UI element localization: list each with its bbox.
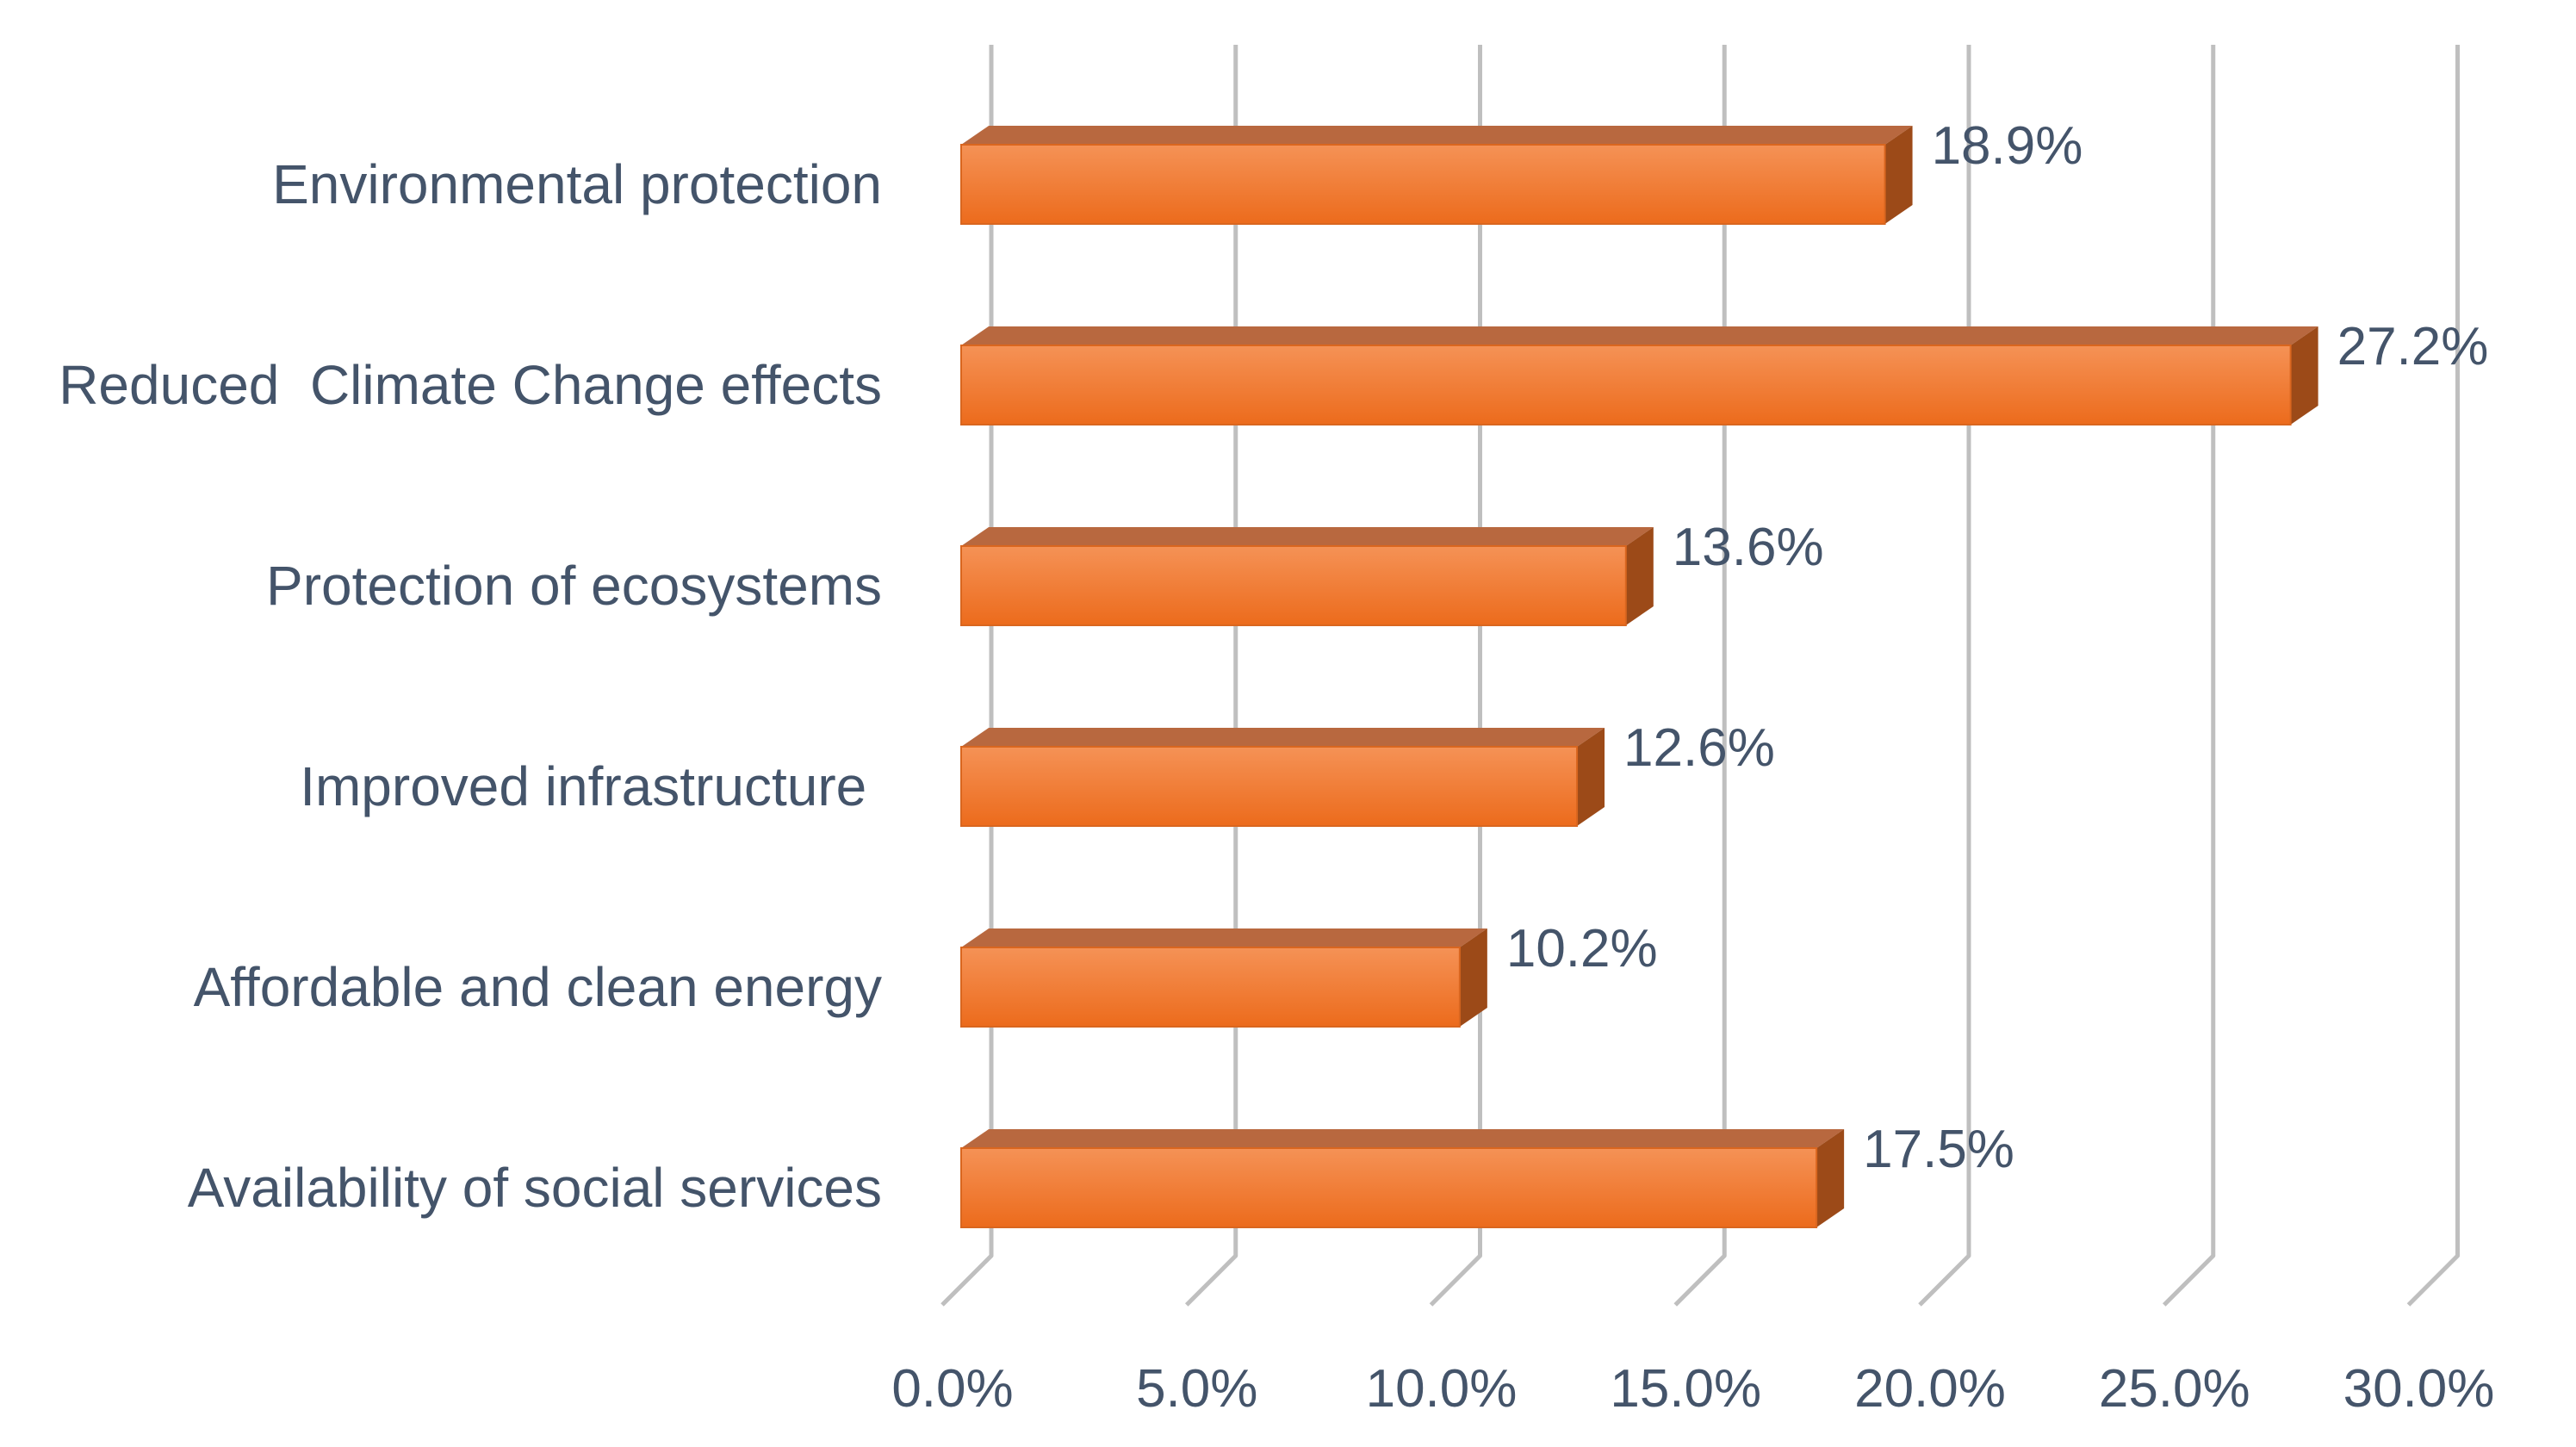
bar [960,728,1605,827]
category-label: Affordable and clean energy [194,956,882,1018]
bar [960,527,1654,626]
x-tick-label: 0.0% [891,1359,1013,1419]
bar-front-face [960,947,1461,1028]
bar [960,928,1487,1028]
x-tick-label: 5.0% [1136,1359,1257,1419]
bar-top-face [961,728,1605,747]
bar-side-face [1625,527,1654,625]
value-label: 13.6% [1673,518,1824,577]
category-label: Protection of ecosystems [266,555,882,617]
gridline [1429,45,1482,1307]
bar [960,326,2318,425]
gridline [940,45,994,1307]
category-label: Improved infrastructure [300,755,882,817]
bar-front-face [960,144,1886,225]
x-tick-label: 15.0% [1610,1359,1761,1419]
value-label: 27.2% [2337,317,2489,376]
x-tick-label: 20.0% [1854,1359,2006,1419]
bar-side-face [1884,126,1913,224]
category-label: Availability of social services [188,1157,882,1219]
gridline [1673,45,1727,1307]
bar [960,126,1913,225]
category-label: Reduced Climate Change effects [59,354,882,416]
value-label: 12.6% [1623,718,1775,778]
value-label: 10.2% [1506,919,1658,978]
bar-top-face [961,928,1487,947]
x-tick-label: 10.0% [1366,1359,1518,1419]
gridline [2406,45,2460,1307]
value-label: 18.9% [1932,116,2083,176]
bar-top-face [961,1129,1845,1148]
gridline [2162,45,2216,1307]
bar [960,1129,1845,1228]
gridline [1918,45,1971,1307]
x-tick-label: 25.0% [2099,1359,2250,1419]
bar-top-face [961,126,1913,145]
labels: 0.0% 5.0% 10.0% 15.0% 20.0% 25.0% 30.0% Environ… [59,116,2494,1419]
bar-front-face [960,1147,1818,1228]
value-label: 17.5% [1863,1120,2014,1179]
bar-side-face [1816,1129,1845,1227]
bar-side-face [2290,326,2318,425]
bar-side-face [1459,928,1487,1027]
bar-top-face [961,527,1654,546]
bar-side-face [1577,728,1605,826]
gridlines [940,45,2460,1307]
bar-front-face [960,345,2292,425]
category-label: Environmental protection [272,153,882,215]
bar-front-face [960,545,1627,626]
bars [960,126,2318,1228]
gridline [1184,45,1238,1307]
bar-top-face [961,326,2318,345]
x-tick-label: 30.0% [2343,1359,2495,1419]
bar-front-face [960,746,1579,827]
